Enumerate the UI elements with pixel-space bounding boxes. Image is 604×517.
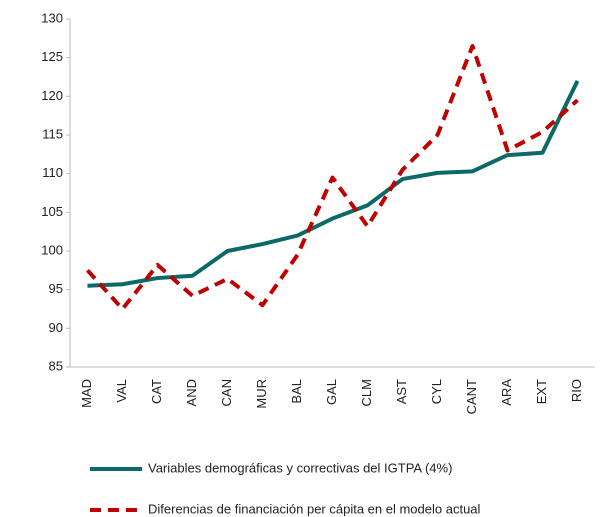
series-line <box>87 79 580 288</box>
y-tick-label: 95 <box>49 281 63 296</box>
legend-label: Variables demográficas y correctivas del… <box>148 460 452 475</box>
x-tick-label: GAL <box>324 379 339 405</box>
x-tick-label: VAL <box>114 379 129 403</box>
x-tick-label: CANT <box>464 379 479 414</box>
x-tick-label: CAT <box>149 379 164 404</box>
legend-label: Diferencias de financiación per cápita e… <box>148 501 481 516</box>
y-tick-label: 115 <box>42 126 63 141</box>
x-tick-label: CLM <box>359 379 374 406</box>
x-tick-label: CAN <box>219 379 234 406</box>
y-tick-label: 130 <box>41 10 63 25</box>
x-tick-label: EXT <box>534 379 549 404</box>
y-tick-label: 110 <box>42 165 63 180</box>
y-tick-label: 125 <box>41 49 63 64</box>
y-tick-label: 100 <box>41 242 63 257</box>
y-tick-label: 90 <box>49 320 63 335</box>
x-tick-label: CYL <box>429 379 444 404</box>
y-tick-label: 85 <box>49 358 63 373</box>
y-tick-label: 120 <box>41 88 63 103</box>
x-tick-label: MUR <box>254 379 269 409</box>
x-tick-label: MAD <box>79 379 94 408</box>
x-tick-label: ARA <box>499 379 514 406</box>
series-line <box>86 44 579 311</box>
x-tick-label: AND <box>184 379 199 406</box>
y-tick-label: 105 <box>41 204 63 219</box>
x-tick-label: BAL <box>289 379 304 404</box>
x-tick-label: RIO <box>569 379 584 402</box>
x-tick-label: AST <box>394 379 409 404</box>
